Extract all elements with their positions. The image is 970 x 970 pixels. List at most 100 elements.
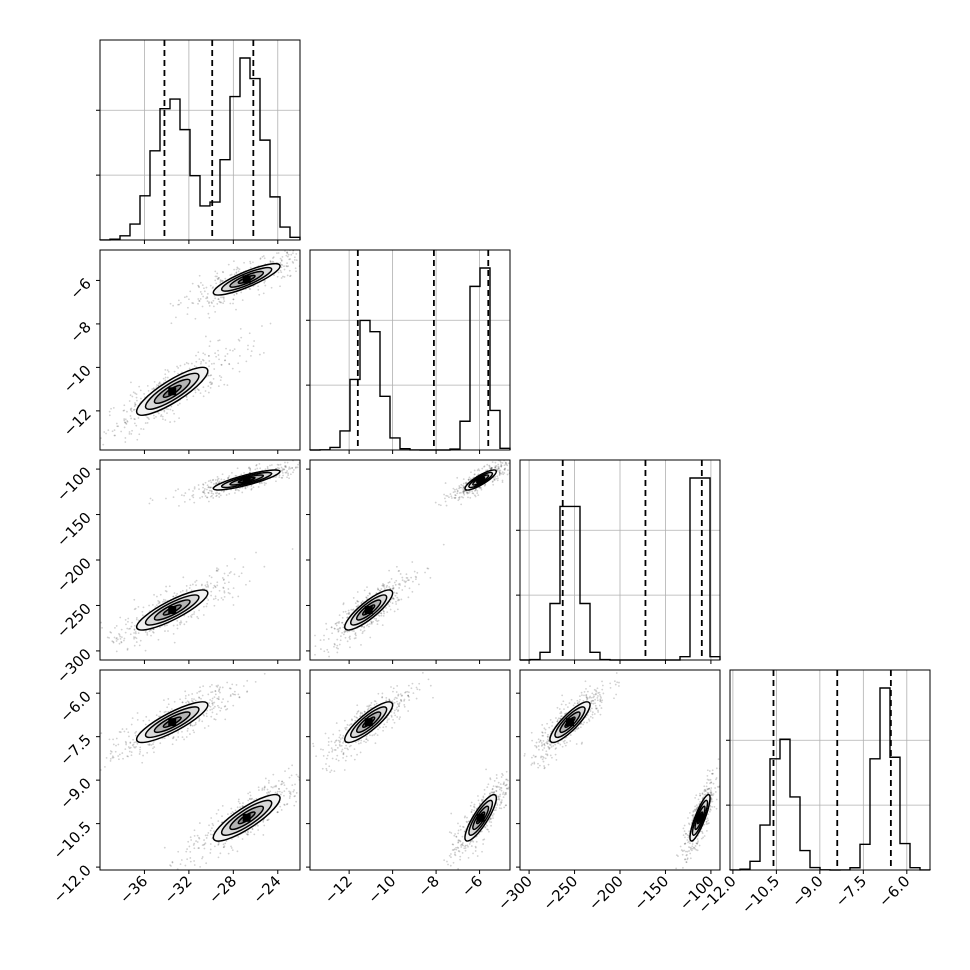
scatter-point [497, 468, 500, 471]
scatter-point [210, 590, 213, 593]
scatter-point [146, 632, 149, 634]
scatter-point [198, 822, 201, 824]
scatter-point [216, 570, 219, 572]
scatter-point [412, 692, 415, 695]
scatter-point [375, 617, 378, 620]
scatter-point [196, 834, 199, 837]
scatter-point [208, 301, 210, 304]
scatter-point [684, 842, 686, 845]
scatter-point [183, 623, 186, 626]
scatter-point [505, 770, 508, 773]
scatter-point [286, 274, 289, 277]
scatter-point [198, 690, 201, 693]
scatter-point [219, 301, 222, 304]
scatter-point [181, 701, 184, 704]
scatter-point [609, 687, 612, 689]
scatter-point [216, 277, 219, 280]
scatter-point [217, 598, 220, 601]
scatter-point [199, 686, 201, 689]
scatter-point [500, 799, 503, 802]
scatter-point [157, 602, 160, 605]
scatter-point [211, 691, 214, 693]
y-tick-label: −200 [53, 554, 95, 596]
scatter-point [180, 620, 182, 623]
scatter-point [382, 729, 384, 732]
scatter-point [356, 605, 359, 608]
scatter-point [392, 587, 394, 590]
scatter-point [246, 485, 249, 488]
scatter-point [370, 620, 373, 623]
scatter-point [495, 790, 498, 793]
scatter-point [214, 297, 217, 300]
scatter-point [237, 270, 240, 273]
scatter-point [305, 471, 307, 473]
scatter-point [466, 491, 469, 494]
scatter-point [376, 620, 379, 623]
scatter-point [205, 715, 208, 718]
scatter-point [347, 748, 349, 751]
scatter-point [499, 783, 502, 785]
scatter-point [596, 699, 599, 702]
scatter-point [537, 738, 540, 741]
scatter-point [338, 643, 341, 646]
scatter-point [217, 385, 220, 388]
scatter-point [276, 275, 279, 278]
scatter-point [148, 604, 150, 607]
scatter-point [500, 465, 503, 468]
scatter-point [125, 728, 128, 730]
scatter-point [127, 746, 130, 748]
scatter-point [448, 496, 450, 499]
scatter-point [112, 641, 115, 644]
scatter-point [198, 718, 201, 721]
scatter-point [407, 694, 409, 697]
scatter-point [234, 693, 237, 696]
scatter-point [587, 718, 590, 721]
scatter-point [164, 710, 167, 713]
scatter-point [162, 600, 164, 603]
scatter-point [202, 490, 204, 493]
scatter-point [165, 585, 168, 588]
scatter-point [394, 583, 397, 586]
scatter-point [208, 365, 210, 368]
scatter-point [362, 630, 364, 633]
scatter-point [263, 786, 266, 789]
scatter-point [230, 807, 233, 810]
scatter-point [210, 594, 213, 597]
scatter-point [223, 578, 225, 581]
scatter-point [353, 715, 356, 718]
scatter-point [456, 476, 459, 479]
scatter-point [244, 487, 247, 489]
scatter-point [192, 496, 195, 499]
scatter-point [506, 787, 509, 790]
scatter-point [127, 731, 130, 734]
scatter-point [579, 698, 581, 701]
scatter-point [537, 745, 540, 747]
scatter-point [462, 490, 465, 492]
scatter-point [250, 488, 253, 491]
scatter-point [286, 476, 288, 479]
scatter-point [360, 625, 363, 628]
scatter-point [490, 466, 492, 469]
scatter-point [454, 497, 457, 499]
scatter-point [375, 619, 377, 622]
scatter-point [465, 820, 468, 823]
scatter-point [454, 851, 456, 854]
scatter-point [349, 638, 351, 640]
scatter-point [352, 630, 355, 633]
scatter-point [344, 759, 347, 762]
scatter-point [189, 733, 191, 735]
scatter-point [205, 862, 208, 865]
scatter-point [249, 468, 252, 471]
scatter-point [217, 349, 219, 352]
scatter-point [462, 826, 465, 829]
scatter-point [555, 759, 558, 761]
scatter-point [707, 787, 710, 790]
scatter-point [546, 735, 549, 738]
scatter-point [502, 791, 505, 794]
scatter-point [228, 475, 231, 477]
scatter-point [262, 820, 265, 823]
scatter-point [295, 259, 298, 261]
scatter-point [450, 874, 452, 876]
scatter-point [289, 274, 292, 277]
scatter-point [462, 490, 465, 493]
